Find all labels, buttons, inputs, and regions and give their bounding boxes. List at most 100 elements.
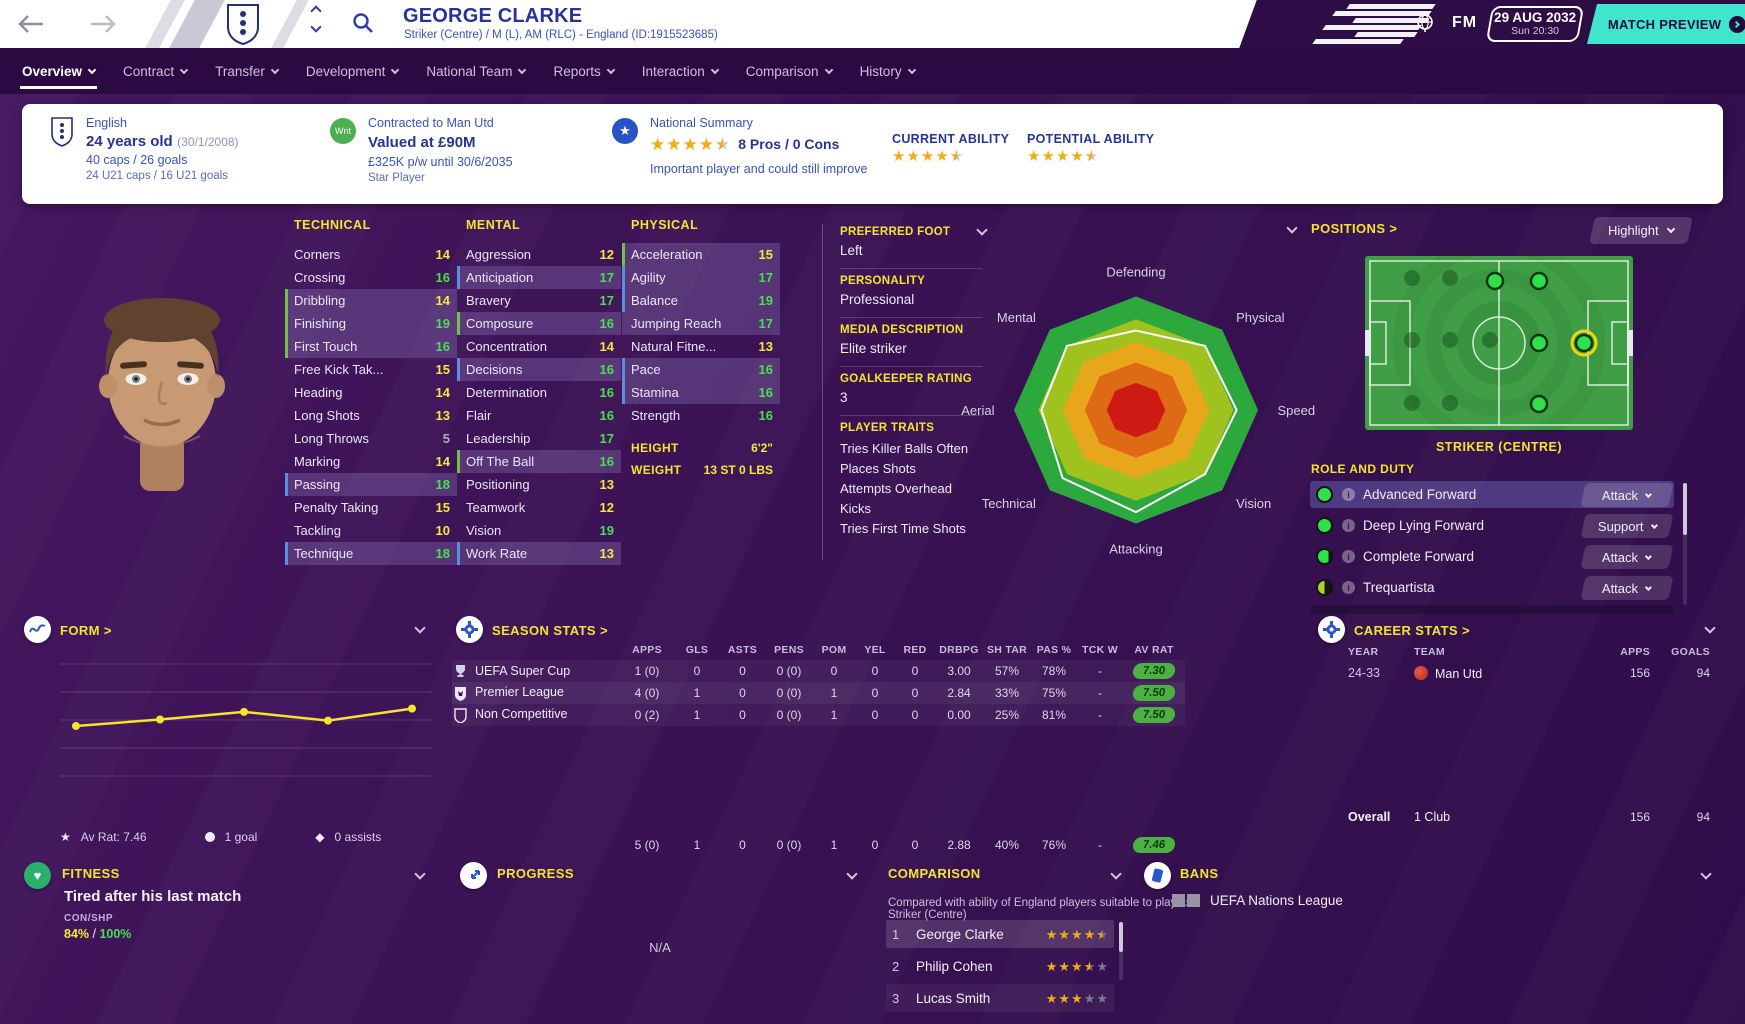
average-rating-badge: 7.50 bbox=[1131, 707, 1177, 723]
form-title[interactable]: FORM > bbox=[60, 623, 112, 638]
duty-dropdown-complete-forward[interactable]: Attack bbox=[1580, 544, 1674, 569]
career-col-apps: APPS bbox=[1620, 646, 1650, 658]
season-stats-title[interactable]: SEASON STATS > bbox=[492, 623, 608, 638]
role-row-advanced-forward[interactable]: i Advanced Forward Attack bbox=[1310, 481, 1674, 508]
star-icon: ★ bbox=[1041, 148, 1055, 165]
comparison-row-philip-cohen[interactable]: 2 Philip Cohen ★ ★ ★ ★ ★ bbox=[886, 952, 1114, 980]
nav-tab-national-team[interactable]: National Team bbox=[412, 48, 539, 94]
chevron-down-icon bbox=[1645, 551, 1653, 559]
career-row[interactable]: 24-33 Man Utd 156 94 bbox=[1348, 662, 1710, 684]
match-preview-button[interactable]: MATCH PREVIEW bbox=[1587, 4, 1745, 44]
attribute-name: Natural Fitne... bbox=[631, 339, 717, 354]
nav-tab-development[interactable]: Development bbox=[292, 48, 413, 94]
season-row-non-competitive[interactable]: Non Competitive 0 (2) 1 0 0 (0) 1 0 0 0.00 25% 81%… bbox=[452, 704, 1185, 726]
nav-tab-transfer[interactable]: Transfer bbox=[201, 48, 292, 94]
role-row-complete-forward[interactable]: i Complete Forward Attack bbox=[1310, 543, 1674, 570]
info-icon[interactable]: i bbox=[1342, 550, 1355, 563]
nav-tab-label: Transfer bbox=[215, 63, 265, 79]
total-stat-cell: 0 (0) bbox=[776, 838, 802, 852]
attribute-row-determination: Determination 16 bbox=[457, 381, 621, 404]
dob: (30/1/2008) bbox=[177, 135, 239, 149]
divider bbox=[822, 224, 823, 560]
nav-tab-interaction[interactable]: Interaction bbox=[628, 48, 732, 94]
role-list-scrollbar[interactable] bbox=[1683, 483, 1687, 605]
nav-tab-comparison[interactable]: Comparison bbox=[732, 48, 846, 94]
stat-cell: 25% bbox=[994, 708, 1020, 722]
attribute-value: 19 bbox=[758, 293, 773, 308]
wage: £325K p/w until 30/6/2035 bbox=[368, 155, 513, 169]
player-next-chevron-icon[interactable] bbox=[310, 21, 322, 33]
star-icon: ★ bbox=[906, 148, 920, 165]
season-col-pas-: PAS % bbox=[1036, 644, 1072, 656]
nav-tab-contract[interactable]: Contract bbox=[109, 48, 201, 94]
role-row-trequartista[interactable]: i Trequartista Attack bbox=[1310, 574, 1674, 601]
back-button[interactable] bbox=[14, 8, 48, 40]
position-dot bbox=[1529, 271, 1549, 291]
season-stats-table: APPS GLS ASTS PENS POM YEL RED DRBPG SH TAR PAS %… bbox=[452, 640, 1185, 856]
fitness-title[interactable]: FITNESS bbox=[62, 866, 120, 881]
bans-title[interactable]: BANS bbox=[1180, 866, 1219, 881]
fitness-status: Tired after his last match bbox=[64, 888, 242, 905]
physical-title: PHYSICAL bbox=[631, 218, 699, 232]
date-widget[interactable]: 29 AUG 2032 Sun 20:30 bbox=[1485, 6, 1585, 42]
attribute-value: 19 bbox=[599, 523, 614, 538]
globe-icon[interactable] bbox=[1415, 13, 1435, 38]
season-row-premier-league[interactable]: Premier League 4 (0) 1 0 0 (0) 1 0 0 2.84 33% 75% -… bbox=[452, 682, 1185, 704]
position-dot-faded bbox=[1404, 395, 1420, 411]
technical-attributes: TECHNICAL Corners 14 Crossing 16 Dribbling 14… bbox=[285, 218, 457, 565]
comparison-title[interactable]: COMPARISON bbox=[888, 866, 981, 881]
attribute-row-off-the-ball: Off The Ball 16 bbox=[457, 450, 621, 473]
competition-name: Non Competitive bbox=[475, 707, 568, 722]
comparison-row-lucas-smith[interactable]: 3 Lucas Smith ★ ★ ★ ★ ★ bbox=[886, 984, 1114, 1012]
positions-title[interactable]: POSITIONS > bbox=[1311, 221, 1398, 236]
stat-cell: - bbox=[1098, 708, 1102, 722]
attribute-name: Technique bbox=[294, 546, 354, 561]
career-stats-title[interactable]: CAREER STATS > bbox=[1354, 623, 1470, 638]
season-totals-row: 5 (0) 1 0 0 (0) 1 0 0 2.88 40% 76% - 7.46 bbox=[452, 834, 1185, 856]
search-icon[interactable] bbox=[352, 12, 374, 39]
player-summary-card: English 24 years old (30/1/2008) 40 caps… bbox=[22, 104, 1723, 204]
nav-tab-label: History bbox=[859, 63, 902, 79]
attribute-value: 14 bbox=[599, 339, 614, 354]
highlight-dropdown[interactable]: Highlight bbox=[1589, 217, 1693, 244]
forward-button[interactable] bbox=[86, 8, 120, 40]
potential-ability-stars: ★ ★ ★ ★ ★ bbox=[1027, 149, 1098, 164]
duty-dropdown-deep-lying-forward[interactable]: Support bbox=[1580, 513, 1674, 538]
player-prev-chevron-icon[interactable] bbox=[310, 5, 322, 17]
attribute-row-crossing: Crossing 16 bbox=[285, 266, 457, 289]
progress-title[interactable]: PROGRESS bbox=[497, 866, 574, 881]
attribute-row-concentration: Concentration 14 bbox=[457, 335, 621, 358]
attribute-row-long-throws: Long Throws 5 bbox=[285, 427, 457, 450]
career-overall-row: Overall 1 Club 156 94 bbox=[1348, 806, 1710, 828]
nav-tab-label: National Team bbox=[426, 63, 513, 79]
position-dot-selected bbox=[1574, 333, 1594, 353]
attribute-row-passing: Passing 18 bbox=[285, 473, 457, 496]
role-name: Trequartista bbox=[1363, 580, 1435, 595]
role-row-deep-lying-forward[interactable]: i Deep Lying Forward Support bbox=[1310, 512, 1674, 539]
attribute-row-strength: Strength 16 bbox=[622, 404, 780, 427]
position-dot-faded bbox=[1482, 332, 1498, 348]
season-row-uefa-super-cup[interactable]: UEFA Super Cup 1 (0) 0 0 0 (0) 0 0 0 3.00 57% 78% -… bbox=[452, 660, 1185, 682]
premier-league-icon bbox=[452, 686, 468, 701]
nav-tab-overview[interactable]: Overview bbox=[8, 48, 109, 94]
star-icon: ★ bbox=[1071, 958, 1083, 974]
attribute-value: 5 bbox=[442, 431, 450, 446]
player-trait: Tries Killer Balls Often bbox=[840, 441, 969, 456]
comparison-row-george-clarke[interactable]: 1 George Clarke ★ ★ ★ ★ ★ bbox=[886, 920, 1114, 948]
attribute-value: 14 bbox=[435, 385, 450, 400]
stat-cell: 0 bbox=[871, 708, 879, 722]
info-icon[interactable]: i bbox=[1342, 488, 1355, 501]
chevron-down-icon bbox=[87, 65, 97, 74]
contract-block: Wnt Contracted to Man Utd Valued at £90M… bbox=[330, 114, 513, 184]
season-col-drbpg: DRBPG bbox=[939, 644, 979, 656]
attribute-value: 17 bbox=[758, 270, 773, 285]
form-data-point bbox=[156, 715, 164, 724]
info-icon[interactable]: i bbox=[1342, 519, 1355, 532]
nav-tab-history[interactable]: History bbox=[846, 48, 929, 94]
comparison-scrollbar[interactable] bbox=[1119, 922, 1123, 980]
info-icon[interactable]: i bbox=[1342, 581, 1355, 594]
attribute-row-heading: Heading 14 bbox=[285, 381, 457, 404]
duty-dropdown-trequartista[interactable]: Attack bbox=[1580, 575, 1674, 600]
nav-tab-reports[interactable]: Reports bbox=[539, 48, 627, 94]
duty-dropdown-advanced-forward[interactable]: Attack bbox=[1580, 482, 1674, 507]
